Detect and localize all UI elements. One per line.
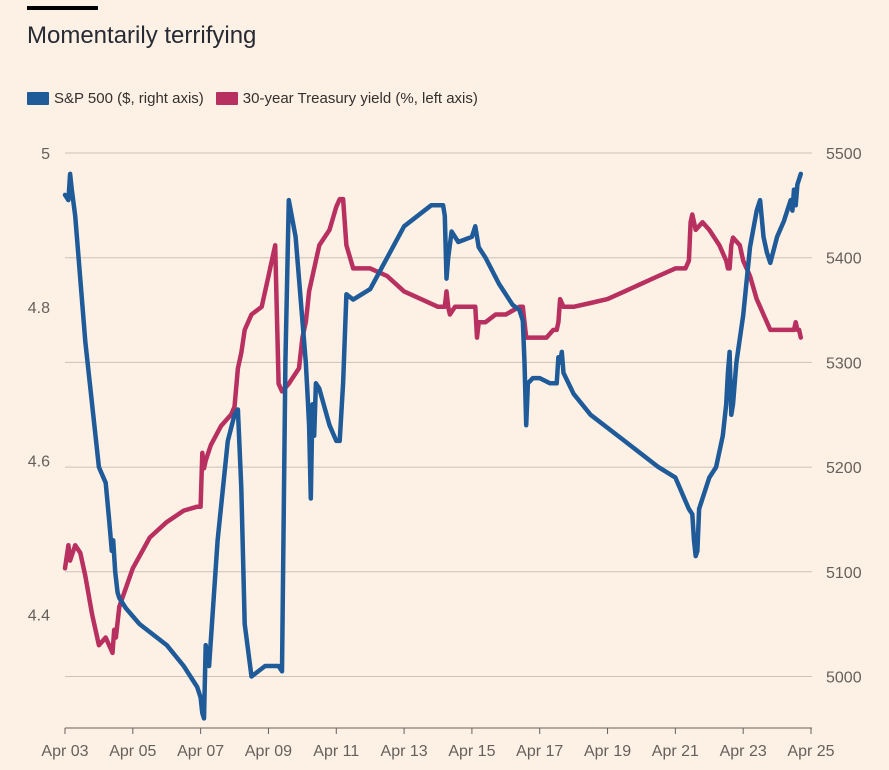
series-line-treasury-yield xyxy=(62,196,804,656)
x-tick-label-2: Apr 07 xyxy=(177,743,224,760)
x-tick-label-7: Apr 17 xyxy=(516,743,563,760)
x-tick-label-3: Apr 09 xyxy=(245,743,292,760)
chart-title: Momentarily terrifying xyxy=(27,22,257,49)
x-tick-label-5: Apr 13 xyxy=(381,743,428,760)
legend-swatch-treasury xyxy=(215,92,238,105)
y-left-tick-label-3: 4.4 xyxy=(28,607,50,624)
legend-label-sp500: S&P 500 ($, right axis) xyxy=(54,90,204,107)
y-right-tick-label-3: 5200 xyxy=(826,460,862,477)
y-right-tick-label-4: 5100 xyxy=(826,565,862,582)
y-right-tick-label-5: 5000 xyxy=(826,670,862,687)
chart-legend: S&P 500 ($, right axis) 30-year Treasury… xyxy=(27,90,490,107)
x-tick-label-10: Apr 23 xyxy=(720,743,767,760)
x-tick-label-4: Apr 11 xyxy=(313,743,359,760)
x-tick-label-9: Apr 21 xyxy=(652,743,699,760)
series-line-sp500 xyxy=(62,171,804,721)
legend-swatch-sp500 xyxy=(27,92,49,105)
x-tick-label-1: Apr 05 xyxy=(109,743,156,760)
y-left-tick-label-1: 4.8 xyxy=(28,300,50,317)
title-accent-bar xyxy=(27,6,98,10)
x-tick-label-8: Apr 19 xyxy=(584,743,631,760)
y-right-tick-label-0: 5500 xyxy=(826,146,862,163)
legend-item-sp500: S&P 500 ($, right axis) xyxy=(27,90,204,107)
x-tick-label-11: Apr 25 xyxy=(787,743,834,760)
x-tick-label-0: Apr 03 xyxy=(41,743,88,760)
y-left-tick-label-0: 5 xyxy=(41,146,50,163)
legend-label-treasury: 30-year Treasury yield (%, left axis) xyxy=(242,90,478,107)
legend-item-treasury: 30-year Treasury yield (%, left axis) xyxy=(215,90,478,107)
y-left-tick-label-2: 4.6 xyxy=(28,454,50,471)
y-right-tick-label-1: 5400 xyxy=(826,251,862,268)
x-tick-label-6: Apr 15 xyxy=(448,743,495,760)
y-right-tick-label-2: 5300 xyxy=(826,355,862,372)
